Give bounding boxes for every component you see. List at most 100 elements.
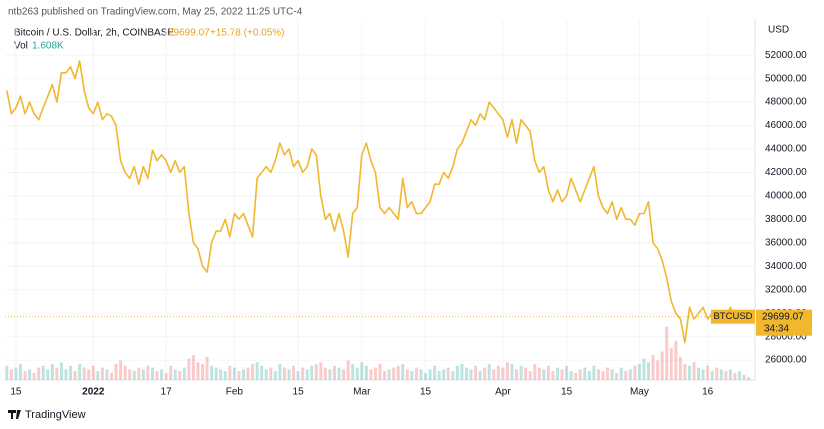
- volume-bar: [587, 371, 591, 380]
- change: +15.78 (+0.05%): [210, 28, 285, 39]
- volume-bar: [232, 367, 236, 380]
- volume-bar: [105, 369, 109, 380]
- volume-bar: [87, 369, 91, 380]
- volume-bar: [669, 348, 673, 380]
- volume-bar: [692, 362, 696, 380]
- volume-bar: [69, 365, 73, 380]
- volume-value: 1.608K: [32, 41, 64, 52]
- volume-bar: [282, 367, 286, 380]
- volume-bar: [660, 351, 664, 380]
- volume-bar: [50, 364, 54, 380]
- volume-bar: [719, 369, 723, 380]
- volume-bar: [91, 365, 95, 380]
- volume-bar: [701, 369, 705, 380]
- volume-bar: [78, 364, 82, 380]
- symbol: BTCUSD: [713, 311, 752, 322]
- volume-bar: [146, 365, 150, 380]
- volume-bar: [223, 371, 227, 380]
- volume-bar: [665, 326, 669, 380]
- volume-bar: [64, 369, 68, 380]
- volume-bar: [387, 369, 391, 380]
- x-tick-label: 15: [293, 387, 305, 398]
- volume-bar: [592, 365, 596, 380]
- volume-bar: [210, 365, 214, 380]
- volume-bar: [697, 367, 701, 380]
- volume-bar: [305, 369, 309, 380]
- x-tick-label: 15: [420, 387, 432, 398]
- volume-bar: [624, 371, 628, 380]
- y-tick-label: 34000.00: [765, 261, 807, 272]
- volume-bar: [647, 362, 651, 380]
- volume-bar: [246, 367, 250, 380]
- volume-bar: [237, 371, 241, 380]
- volume-bar: [392, 367, 396, 380]
- logo-icon: [8, 410, 21, 419]
- volume-bar: [537, 367, 541, 380]
- volume-bar: [5, 365, 9, 380]
- y-tick-label: 40000.00: [765, 191, 807, 202]
- volume-bar: [492, 369, 496, 380]
- volume-bar: [141, 369, 145, 380]
- volume-bar: [451, 371, 455, 380]
- volume-bar: [132, 371, 136, 380]
- volume-bar: [747, 377, 751, 380]
- volume-bar: [278, 364, 282, 380]
- volume-bar: [355, 367, 359, 380]
- publisher: ntb263 published on TradingView.com, May…: [8, 7, 303, 18]
- volume-bar: [733, 372, 737, 380]
- volume-bar: [683, 364, 687, 380]
- volume-bar: [28, 369, 32, 380]
- volume-bar: [724, 371, 728, 380]
- volume-bar: [560, 369, 564, 380]
- volume-bar: [446, 367, 450, 380]
- y-tick-label: 48000.00: [765, 97, 807, 108]
- volume-bar: [738, 371, 742, 380]
- volume-bar: [228, 365, 232, 380]
- volume-bar: [100, 367, 104, 380]
- price-label: 29699.07: [762, 311, 804, 322]
- volume-bar: [510, 364, 514, 380]
- volume-bar: [656, 360, 660, 380]
- volume-label: Vol: [14, 41, 28, 52]
- volume-bar: [710, 371, 714, 380]
- volume-bar: [478, 371, 482, 380]
- volume-bar: [255, 362, 259, 380]
- volume-bar: [528, 371, 532, 380]
- volume-bar: [137, 367, 141, 380]
- volume-bar: [405, 369, 409, 380]
- volume-bar: [574, 372, 578, 380]
- logo: TradingView: [25, 409, 86, 421]
- volume-bar: [169, 365, 173, 380]
- volume-bar: [187, 358, 191, 380]
- volume-bar: [424, 372, 428, 380]
- volume-bar: [41, 365, 45, 380]
- volume-bar: [569, 371, 573, 380]
- volume-bar: [378, 364, 382, 380]
- volume-bar: [674, 340, 678, 380]
- y-tick-label: 32000.00: [765, 284, 807, 295]
- volume-bar: [59, 362, 63, 380]
- volume-bar: [501, 367, 505, 380]
- volume-bar: [606, 367, 610, 380]
- x-tick-label: 15: [10, 387, 22, 398]
- volume-bar: [332, 365, 336, 380]
- volume-bar: [319, 362, 323, 380]
- volume-bar: [155, 371, 159, 380]
- volume-bar: [515, 369, 519, 380]
- chart-title: Bitcoin / U.S. Dollar, 2h, COINBASE: [14, 28, 174, 39]
- volume-bar: [410, 371, 414, 380]
- x-tick-label: 17: [161, 387, 173, 398]
- volume-bar: [419, 369, 423, 380]
- volume-bar: [565, 365, 569, 380]
- countdown: 34:34: [764, 323, 789, 334]
- volume-bar: [542, 369, 546, 380]
- volume-bar: [82, 367, 86, 380]
- volume-bar: [164, 372, 168, 380]
- volume-bar: [401, 364, 405, 380]
- volume-bar: [433, 365, 437, 380]
- x-tick-label: Feb: [226, 387, 244, 398]
- volume-bar: [323, 367, 327, 380]
- volume-bar: [369, 369, 373, 380]
- y-tick-label: 52000.00: [765, 50, 807, 61]
